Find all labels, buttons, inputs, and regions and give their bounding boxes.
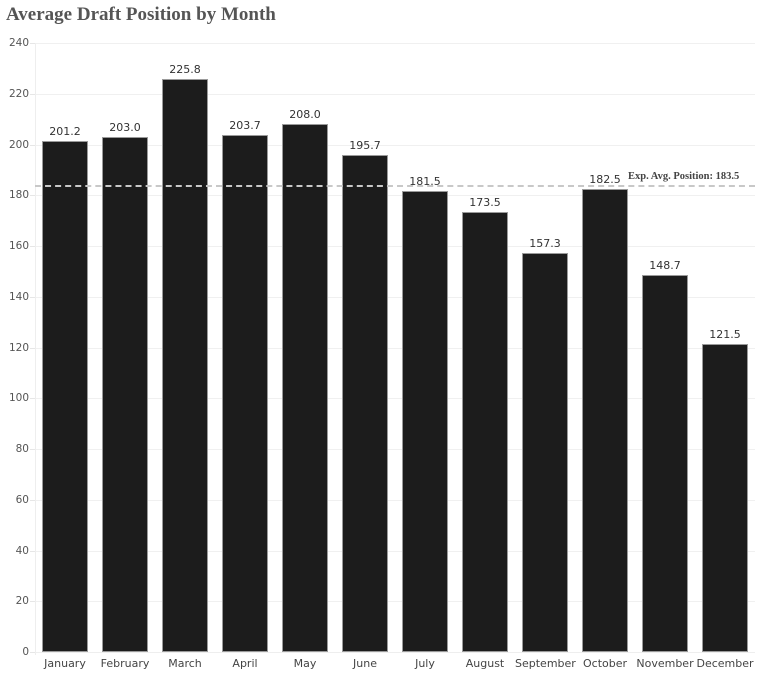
bar-value-label: 195.7 [349, 139, 381, 153]
bar-july[interactable] [402, 191, 448, 652]
y-tick-mark [30, 145, 35, 146]
y-tick-mark [30, 348, 35, 349]
bar-value-label: 203.7 [229, 119, 261, 133]
y-tick-label: 120 [8, 342, 29, 354]
x-tick-label: May [293, 657, 317, 670]
y-tick-label: 60 [15, 494, 29, 506]
y-tick-mark [30, 551, 35, 552]
y-tick-label: 100 [8, 392, 29, 404]
chart-title: Average Draft Position by Month [6, 4, 276, 25]
bar-value-label: 182.5 [589, 172, 621, 186]
x-tick-label: August [465, 657, 505, 670]
gridline [35, 297, 755, 298]
y-tick-label: 20 [15, 595, 29, 607]
gridline [35, 449, 755, 450]
y-tick-label: 200 [8, 139, 29, 151]
x-tick-label: March [168, 657, 202, 670]
y-tick-mark [30, 297, 35, 298]
bar-value-label: 181.5 [409, 175, 441, 189]
reference-line-label: Exp. Avg. Position: 183.5 [628, 171, 740, 183]
bar-value-label: 173.5 [469, 195, 501, 209]
x-tick-label: December [696, 657, 754, 670]
bar-value-label: 208.0 [289, 108, 321, 122]
y-tick-mark [30, 94, 35, 95]
bar-value-label: 157.3 [529, 236, 561, 250]
y-tick-mark [30, 652, 35, 653]
x-tick-label: April [232, 657, 258, 670]
gridline [35, 398, 755, 399]
gridline [35, 551, 755, 552]
x-tick-label: November [636, 657, 694, 670]
x-tick-label: February [100, 657, 150, 670]
x-tick-label: January [44, 657, 86, 670]
gridline [35, 195, 755, 196]
gridline [35, 348, 755, 349]
y-tick-mark [30, 500, 35, 501]
y-tick-mark [30, 601, 35, 602]
bar-value-label: 201.2 [49, 125, 81, 139]
y-tick-mark [30, 398, 35, 399]
y-tick-label: 40 [15, 545, 29, 557]
bar-november[interactable] [642, 274, 688, 652]
bar-april[interactable] [222, 135, 268, 652]
gridline [35, 43, 755, 44]
gridline [35, 500, 755, 501]
x-axis-line [35, 652, 755, 653]
bar-january[interactable] [42, 141, 88, 652]
x-tick-label: June [353, 657, 377, 670]
y-tick-label: 0 [22, 646, 29, 658]
y-tick-label: 180 [8, 189, 29, 201]
bar-value-label: 225.8 [169, 63, 201, 77]
gridline [35, 94, 755, 95]
bar-value-label: 203.0 [109, 120, 141, 134]
bar-value-label: 148.7 [649, 258, 681, 272]
y-tick-mark [30, 43, 35, 44]
bar-august[interactable] [462, 211, 508, 652]
x-tick-label: July [415, 657, 435, 670]
y-tick-label: 80 [15, 443, 29, 455]
x-tick-label: October [582, 657, 628, 670]
y-tick-mark [30, 246, 35, 247]
y-tick-mark [30, 449, 35, 450]
gridline [35, 601, 755, 602]
bar-value-label: 121.5 [709, 327, 741, 341]
gridline [35, 246, 755, 247]
y-tick-mark [30, 195, 35, 196]
y-tick-label: 140 [8, 291, 29, 303]
bar-october[interactable] [582, 188, 628, 652]
reference-line [35, 185, 755, 188]
y-tick-label: 240 [8, 37, 29, 49]
y-tick-label: 160 [8, 240, 29, 252]
bar-december[interactable] [702, 343, 748, 652]
y-axis-line [35, 43, 36, 655]
x-tick-label: September [515, 657, 576, 670]
bar-june[interactable] [342, 155, 388, 652]
bar-september[interactable] [522, 252, 568, 652]
bar-february[interactable] [102, 136, 148, 652]
y-tick-label: 220 [8, 88, 29, 100]
bar-march[interactable] [162, 79, 208, 652]
gridline [35, 145, 755, 146]
bar-may[interactable] [282, 124, 328, 652]
